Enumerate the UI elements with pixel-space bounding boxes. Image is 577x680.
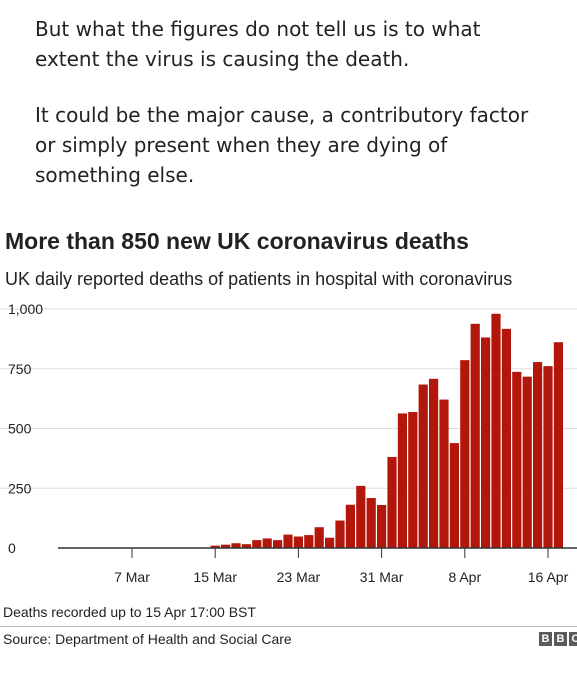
y-tick-label: 500	[8, 421, 32, 437]
bar	[345, 504, 355, 548]
bar	[241, 544, 251, 548]
bar	[460, 360, 470, 548]
bar	[429, 378, 439, 548]
x-tick-label: 7 Mar	[114, 569, 150, 585]
bar	[325, 537, 335, 548]
bar	[262, 538, 272, 548]
bar	[252, 540, 262, 548]
source-divider	[0, 626, 577, 627]
bar	[283, 534, 293, 548]
bar	[481, 337, 491, 548]
x-tick-label: 8 Apr	[448, 569, 481, 585]
bar	[314, 527, 324, 548]
bar	[543, 366, 553, 548]
article-paragraph-2: It could be the major cause, a contribut…	[35, 100, 528, 190]
bar	[449, 443, 459, 548]
paragraph-line: extent the virus is causing the death.	[35, 47, 410, 71]
paragraph-line: But what the figures do not tell us is t…	[35, 17, 481, 41]
bar	[408, 412, 418, 548]
y-tick-label: 750	[8, 361, 32, 377]
bar	[221, 544, 231, 548]
y-tick-label: 250	[8, 480, 32, 496]
gridlines: 1,000 750 500 250 0	[0, 301, 577, 556]
logo-letter: B	[539, 632, 552, 646]
bar	[501, 328, 511, 548]
logo-letter: B	[554, 632, 567, 646]
bbc-logo: B B C	[539, 632, 577, 646]
article-paragraph-1: But what the figures do not tell us is t…	[35, 14, 480, 74]
y-tick-label: 0	[8, 540, 16, 556]
bar	[491, 313, 501, 548]
bar	[387, 456, 397, 548]
paragraph-line: It could be the major cause, a contribut…	[35, 103, 529, 127]
bar	[356, 485, 366, 548]
footnote: Deaths recorded up to 15 Apr 17:00 BST	[3, 604, 256, 620]
x-tick-label: 23 Mar	[277, 569, 321, 585]
bars	[106, 313, 563, 548]
bar	[553, 342, 563, 548]
x-tick-label: 31 Mar	[360, 569, 404, 585]
bar	[512, 371, 522, 548]
bar	[418, 384, 428, 548]
x-tick-label: 16 Apr	[528, 569, 569, 585]
bar	[397, 413, 407, 548]
bar	[533, 362, 543, 548]
bar	[377, 504, 387, 548]
x-axis: 7 Mar 15 Mar 23 Mar 31 Mar 8 Apr 16 Apr	[58, 547, 577, 585]
bar-chart: 1,000 750 500 250 0 7 Mar 15 Mar 23 Mar 31 Mar 8…	[0, 301, 577, 585]
source-note: Source: Department of Health and Social …	[3, 631, 292, 647]
chart-title: More than 850 new UK coronavirus deaths	[5, 228, 469, 254]
y-tick-label: 1,000	[8, 301, 43, 317]
bar	[335, 520, 345, 548]
bar	[439, 399, 449, 548]
paragraph-line: something else.	[35, 163, 195, 187]
paragraph-line: or simply present when they are dying of	[35, 133, 448, 157]
bar	[304, 535, 314, 548]
logo-letter: C	[569, 632, 577, 646]
bar	[210, 545, 220, 548]
bar	[273, 540, 283, 548]
bar	[470, 323, 480, 548]
bar	[522, 376, 532, 548]
bar	[231, 543, 241, 548]
x-tick-label: 15 Mar	[193, 569, 237, 585]
chart-subtitle: UK daily reported deaths of patients in …	[5, 269, 513, 289]
bar	[293, 536, 303, 548]
bar	[366, 498, 376, 548]
